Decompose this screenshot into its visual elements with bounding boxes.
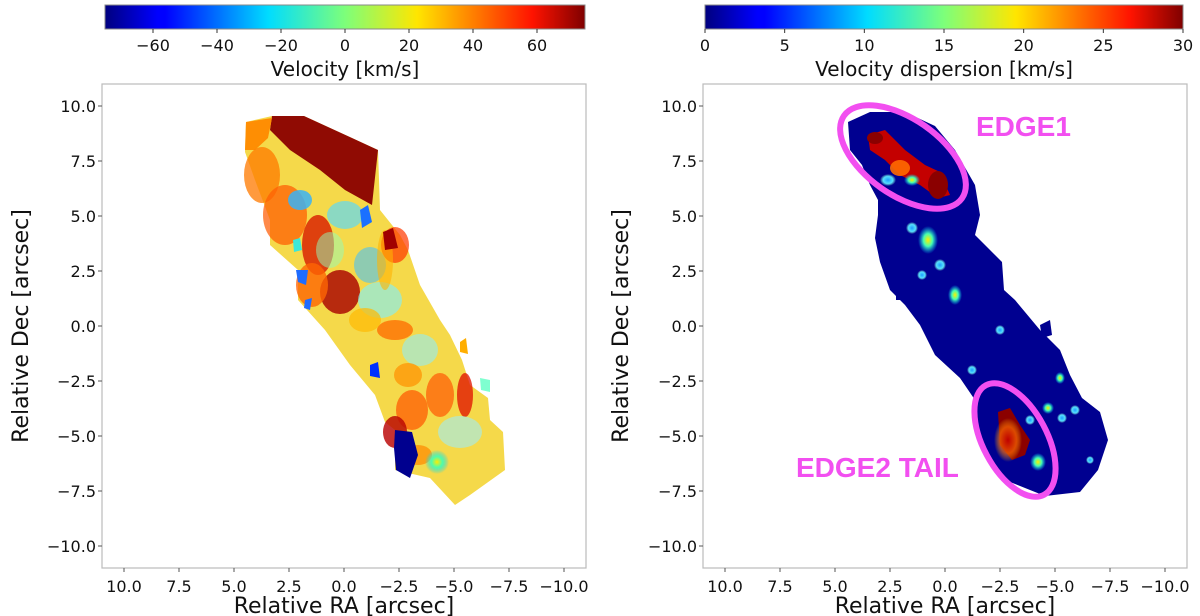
colorbar-tick-label: 5 — [780, 36, 790, 55]
colorbar-tick-label: 10 — [854, 36, 874, 55]
x-tick-label: −2.5 — [981, 577, 1020, 596]
x-tick-label: 7.5 — [767, 577, 792, 596]
colorbar-tick-label: 25 — [1093, 36, 1113, 55]
velocity-x-axis-label: Relative RA [arcsec] — [234, 594, 455, 616]
x-tick-label: 5.0 — [221, 577, 246, 596]
y-tick-label: 5.0 — [672, 207, 697, 226]
velocity-colorbar — [104, 4, 586, 30]
x-tick-label: −2.5 — [380, 577, 419, 596]
y-tick-label: 10.0 — [60, 97, 96, 116]
x-tick-label: 0.0 — [932, 577, 957, 596]
y-tick-label: −7.5 — [57, 482, 96, 501]
velocity-map-blob — [296, 270, 308, 285]
x-tick-label: 2.5 — [276, 577, 301, 596]
colorbar-tick-label: 20 — [399, 36, 419, 55]
edge2-tail-label: EDGE2 TAIL — [796, 452, 959, 483]
velocity-map-blob — [460, 338, 468, 354]
velocity-x-ticks: 10.0 7.5 5.0 2.5 0.0 −2.5 −5.0 −7.5 −10.0 — [106, 568, 589, 596]
velocity-map-blob — [480, 378, 490, 392]
velocity-map-blob — [304, 298, 312, 310]
y-tick-label: −5.0 — [658, 427, 697, 446]
x-tick-label: −7.5 — [490, 577, 529, 596]
velocity-map-blob — [293, 238, 302, 252]
dispersion-map-blob — [1040, 320, 1052, 338]
y-tick-label: 0.0 — [71, 317, 96, 336]
colorbar-tick-label: −20 — [264, 36, 298, 55]
x-tick-label: 0.0 — [331, 577, 356, 596]
colorbar-tick-label: 15 — [934, 36, 954, 55]
colorbar-tick-label: 20 — [1013, 36, 1033, 55]
dispersion-colorbar-label: Velocity dispersion [km/s] — [815, 57, 1073, 81]
dispersion-map-structure — [867, 130, 1094, 471]
velocity-panel: −60 −40 −20 0 20 40 60 Velocity [km/s] — [9, 4, 589, 616]
y-tick-label: 7.5 — [672, 152, 697, 171]
velocity-map-blob — [360, 205, 372, 228]
dispersion-map-blob — [896, 288, 903, 300]
y-tick-label: 5.0 — [71, 207, 96, 226]
x-tick-label: −5.0 — [1036, 577, 1075, 596]
colorbar-tick-label: 0 — [700, 36, 710, 55]
x-tick-label: 10.0 — [106, 577, 142, 596]
velocity-map-blob — [370, 362, 380, 378]
y-tick-label: −10.0 — [47, 537, 96, 556]
velocity-colorbar-ticks: −60 −40 −20 0 20 40 60 — [136, 29, 547, 55]
velocity-map-blob — [383, 228, 398, 250]
y-tick-label: −2.5 — [658, 372, 697, 391]
x-tick-label: −10.0 — [539, 577, 588, 596]
velocity-map-blob — [394, 430, 418, 478]
velocity-y-axis-label: Relative Dec [arcsec] — [9, 209, 34, 443]
x-tick-label: −7.5 — [1091, 577, 1130, 596]
velocity-colorbar-label: Velocity [km/s] — [271, 57, 420, 81]
velocity-map-structure — [244, 116, 482, 474]
dispersion-map — [848, 112, 1108, 496]
x-tick-label: 5.0 — [822, 577, 847, 596]
y-tick-label: 2.5 — [71, 262, 96, 281]
dispersion-map-body — [848, 112, 1108, 496]
colorbar-tick-label: 40 — [463, 36, 483, 55]
colorbar-tick-label: 0 — [340, 36, 350, 55]
dispersion-map-blob — [888, 265, 898, 278]
x-tick-label: 10.0 — [707, 577, 743, 596]
dispersion-y-axis-label: Relative Dec [arcsec] — [609, 209, 634, 443]
dispersion-colorbar — [704, 4, 1184, 30]
x-tick-label: 7.5 — [166, 577, 191, 596]
y-tick-label: −7.5 — [658, 482, 697, 501]
dispersion-x-axis-label: Relative RA [arcsec] — [835, 594, 1056, 616]
dispersion-colorbar-ticks: 0 5 10 15 20 25 30 — [700, 29, 1193, 55]
y-tick-label: −10.0 — [648, 537, 697, 556]
x-tick-label: −5.0 — [435, 577, 474, 596]
dispersion-panel: 0 5 10 15 20 25 30 Velocity dispersion [km/s] — [609, 4, 1193, 616]
colorbar-tick-label: −40 — [200, 36, 234, 55]
x-tick-label: −10.0 — [1140, 577, 1189, 596]
y-tick-label: 7.5 — [71, 152, 96, 171]
colorbar-tick-label: 60 — [527, 36, 547, 55]
y-tick-label: 10.0 — [661, 97, 697, 116]
edge1-ellipse — [837, 102, 969, 212]
y-tick-label: 0.0 — [672, 317, 697, 336]
colorbar-tick-label: −60 — [136, 36, 170, 55]
x-tick-label: 2.5 — [877, 577, 902, 596]
edge1-label: EDGE1 — [976, 111, 1071, 142]
dispersion-x-ticks: 10.0 7.5 5.0 2.5 0.0 −2.5 −5.0 −7.5 −10.0 — [707, 568, 1190, 596]
dispersion-y-ticks: 10.0 7.5 5.0 2.5 0.0 −2.5 −5.0 −7.5 −10.0 — [648, 97, 703, 556]
edge2-tail-ellipse — [971, 380, 1059, 500]
velocity-y-ticks: 10.0 7.5 5.0 2.5 0.0 −2.5 −5.0 −7.5 −10.0 — [47, 97, 102, 556]
y-tick-label: −5.0 — [57, 427, 96, 446]
y-tick-label: 2.5 — [672, 262, 697, 281]
velocity-map — [244, 116, 505, 505]
colorbar-tick-label: 30 — [1173, 36, 1193, 55]
y-tick-label: −2.5 — [57, 372, 96, 391]
